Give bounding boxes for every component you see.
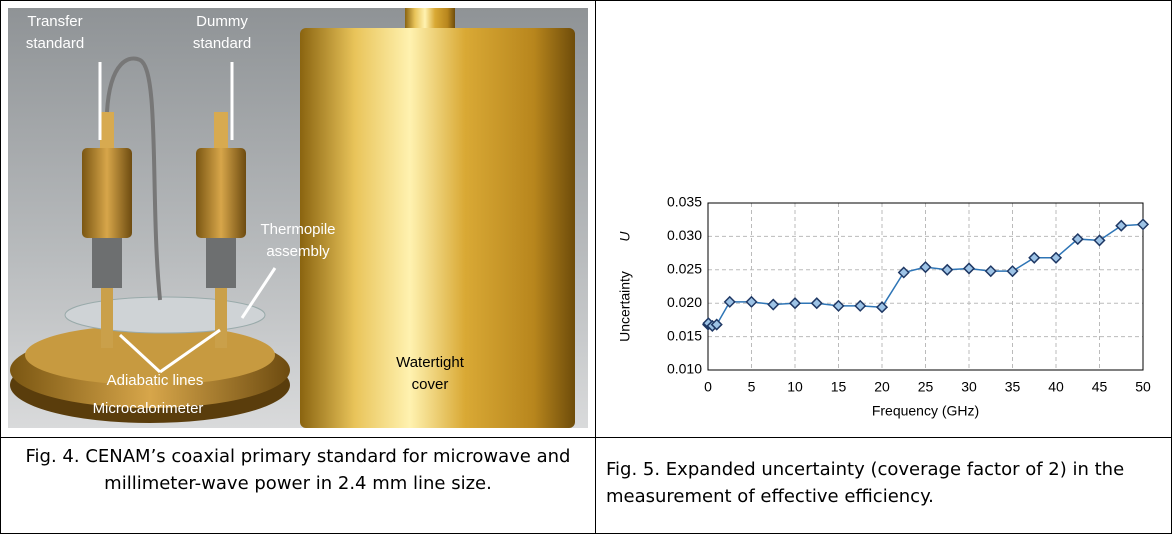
y-axis-label: Uncertainty	[617, 271, 633, 342]
x-tick-label: 45	[1092, 379, 1108, 395]
data-point	[723, 295, 736, 308]
x-tick-label: 35	[1005, 379, 1021, 395]
photo-label: cover	[412, 376, 449, 393]
data-point	[1071, 233, 1084, 246]
x-tick-label: 15	[831, 379, 847, 395]
data-point	[1049, 251, 1063, 264]
data-point	[941, 263, 954, 276]
x-tick-label: 0	[704, 379, 712, 395]
photo-label: standard	[193, 35, 251, 52]
y-tick-label: 0.020	[667, 294, 702, 310]
data-point	[1093, 234, 1106, 247]
data-point	[832, 299, 845, 312]
caption: Fig. 5. Expanded uncertainty (coverage f…	[606, 459, 1125, 507]
x-tick-label: 50	[1135, 379, 1151, 395]
y-tick-label: 0.010	[667, 361, 702, 377]
y-tick-label: 0.035	[667, 194, 702, 210]
data-point	[984, 265, 997, 278]
photo-label: Microcalorimeter	[93, 400, 204, 417]
plot-frame	[707, 202, 1144, 371]
y-tick-label: 0.030	[667, 227, 702, 243]
data-point	[854, 299, 867, 312]
x-tick-label: 25	[918, 379, 934, 395]
x-axis-label: Frequency (GHz)	[872, 403, 979, 419]
data-point	[745, 295, 758, 308]
x-tick-label: 5	[748, 379, 756, 395]
data-point	[1115, 219, 1128, 232]
x-tick-label: 30	[961, 379, 977, 395]
x-tick-label: 20	[874, 379, 890, 395]
photo	[8, 8, 588, 428]
y-tick-label: 0.025	[667, 261, 702, 277]
data-point	[1006, 265, 1019, 278]
data-point	[1136, 218, 1150, 231]
photo-label: standard	[26, 35, 84, 52]
data-point	[897, 266, 910, 279]
photo-label: Transfer	[27, 13, 82, 30]
photo-label: Thermopile	[260, 221, 335, 238]
x-tick-label: 40	[1048, 379, 1064, 395]
photo-label: assembly	[266, 243, 330, 260]
data-point	[875, 301, 889, 314]
photo-label: Adiabatic lines	[107, 372, 204, 389]
data-point	[919, 261, 932, 274]
data-point	[710, 318, 723, 331]
data-point	[788, 297, 802, 310]
photo-label: Watertight	[396, 354, 465, 371]
data-point	[810, 297, 823, 310]
caption: Fig. 4. CENAM’s coaxial primary standard…	[25, 446, 571, 494]
data-point	[1028, 251, 1041, 264]
photo-label: Dummy	[196, 13, 248, 30]
data-point	[767, 298, 780, 311]
y-tick-label: 0.015	[667, 327, 702, 343]
y-axis-symbol: U	[617, 231, 633, 242]
x-tick-label: 10	[787, 379, 803, 395]
data-point	[962, 262, 976, 275]
